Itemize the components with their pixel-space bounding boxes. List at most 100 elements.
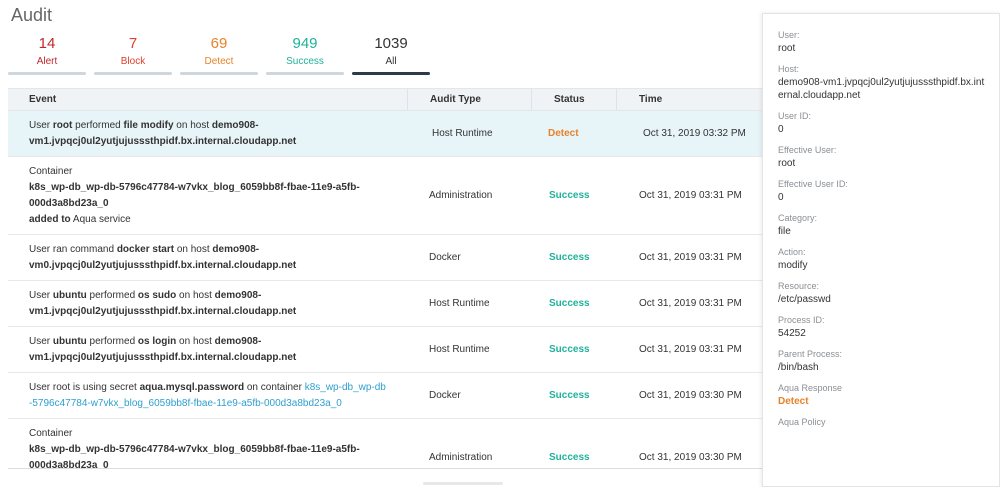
table-row[interactable]: Container k8s_wp-db_wp-db-5796c47784-w7vk… <box>8 419 762 468</box>
event-text: added to <box>29 214 71 225</box>
container-link[interactable]: k8s_wp-db_wp-db -5796c47784-w7vkx_blog_6… <box>29 382 386 409</box>
detail-value: root <box>778 158 796 169</box>
event-text: demo908-vm1.jvpqcj0ul2yutjujusssthpidf.b… <box>29 120 297 147</box>
time-cell: Oct 31, 2019 03:31 PM <box>639 298 742 309</box>
detail-label: Aqua Response <box>778 383 843 393</box>
event-text: performed <box>72 120 124 131</box>
detail-field: Resource: /etc/passwd <box>778 280 985 306</box>
time-cell: Oct 31, 2019 03:30 PM <box>639 390 742 401</box>
counter-underline <box>352 72 430 75</box>
counter-value: 1039 <box>374 35 408 52</box>
table-row[interactable]: User ubuntu performed os sudo on host de… <box>8 281 762 327</box>
event-cell: Container k8s_wp-db_wp-db-5796c47784-w7vk… <box>8 157 408 234</box>
counter-success[interactable]: 949 Success <box>266 35 344 75</box>
counter-label: Success <box>286 56 324 67</box>
table-row[interactable]: Container k8s_wp-db_wp-db-5796c47784-w7vk… <box>8 157 762 235</box>
detail-label: Action: <box>778 247 806 257</box>
event-text: User <box>29 120 53 131</box>
event-text: User ran command <box>29 244 117 255</box>
detail-label: Resource: <box>778 281 820 291</box>
detail-field: Process ID: 54252 <box>778 314 985 340</box>
detail-value: Detect <box>778 396 809 407</box>
status-cell: Success <box>549 452 590 463</box>
status-cell: Detect <box>548 128 579 139</box>
detail-field: User ID: 0 <box>778 110 985 136</box>
detail-value: root <box>778 43 796 54</box>
event-text: on host <box>173 120 212 131</box>
horizontal-scrollbar[interactable] <box>423 482 503 485</box>
event-text: demo908-vm1.jvpqcj0ul2yutjujusssthpidf.b… <box>29 336 297 363</box>
detail-value: 0 <box>778 124 784 135</box>
detail-value: /bin/bash <box>778 362 819 373</box>
status-cell: Success <box>549 190 590 201</box>
event-text: file modify <box>123 120 174 131</box>
counter-alert[interactable]: 14 Alert <box>8 35 86 75</box>
event-text: Container <box>29 166 73 177</box>
detail-label: Effective User: <box>778 145 837 155</box>
table-row[interactable]: User ubuntu performed os login on host d… <box>8 327 762 373</box>
event-text: docker start <box>116 244 175 255</box>
column-header-audit-type[interactable]: Audit Type <box>408 89 532 110</box>
counter-all[interactable]: 1039 All <box>352 35 430 75</box>
counter-label: Detect <box>204 56 234 67</box>
counter-block[interactable]: 7 Block <box>94 35 172 75</box>
audit-type-cell: Host Runtime <box>429 298 490 309</box>
detail-field: User: root <box>778 29 985 55</box>
table-body: User root performed file modify on host … <box>8 111 762 468</box>
table-row[interactable]: User ran command docker start on host de… <box>8 235 762 281</box>
status-cell: Success <box>549 298 590 309</box>
event-text: Container <box>29 428 73 439</box>
event-cell: User root is using secret aqua.mysql.pas… <box>8 373 408 418</box>
event-text: on host <box>176 336 215 347</box>
audit-table: Event Audit Type Status Time User root p… <box>8 88 762 469</box>
status-cell: Success <box>549 390 590 401</box>
counter-underline <box>266 72 344 75</box>
audit-type-cell: Docker <box>429 390 461 401</box>
counter-value: 14 <box>38 35 56 52</box>
status-cell: Success <box>549 252 590 263</box>
event-cell: User ubuntu performed os login on host d… <box>8 327 408 372</box>
time-cell: Oct 31, 2019 03:32 PM <box>643 128 746 139</box>
table-row[interactable]: User root performed file modify on host … <box>8 111 762 157</box>
detail-field: Category: file <box>778 212 985 238</box>
event-text: on host <box>174 244 213 255</box>
audit-type-cell: Administration <box>429 452 493 463</box>
counter-value: 69 <box>210 35 228 52</box>
detail-label: User ID: <box>778 111 812 121</box>
column-header-status[interactable]: Status <box>532 89 617 110</box>
time-cell: Oct 31, 2019 03:31 PM <box>639 190 742 201</box>
event-text: ubuntu <box>52 290 87 301</box>
event-text: aqua.mysql.password <box>139 382 245 393</box>
event-details-panel: User: root Host: demo908-vm1.jvpqcj0ul2yutj… <box>762 13 1000 487</box>
detail-value: 54252 <box>778 328 806 339</box>
detail-value: /etc/passwd <box>778 294 831 305</box>
event-text: ubuntu <box>52 336 87 347</box>
detail-field: Parent Process: /bin/bash <box>778 348 985 374</box>
detail-label: Process ID: <box>778 315 825 325</box>
counter-value: 7 <box>128 35 138 52</box>
column-header-time[interactable]: Time <box>639 94 663 105</box>
detail-field: Host: demo908-vm1.jvpqcj0ul2yutjujusssthp… <box>778 63 985 102</box>
column-header-event[interactable]: Event <box>8 89 408 110</box>
audit-type-cell: Docker <box>429 252 461 263</box>
status-cell: Success <box>549 344 590 355</box>
counter-detect[interactable]: 69 Detect <box>180 35 258 75</box>
event-text: os login <box>137 336 177 347</box>
event-text: demo908-vm1.jvpqcj0ul2yutjujusssthpidf.b… <box>29 290 297 317</box>
event-text: root <box>52 120 73 131</box>
counter-underline <box>180 72 258 75</box>
table-row[interactable]: User root is using secret aqua.mysql.pas… <box>8 373 762 419</box>
counter-value: 949 <box>292 35 318 52</box>
event-text: Aqua service <box>70 214 131 225</box>
detail-label: Parent Process: <box>778 349 843 359</box>
event-text: performed <box>86 290 138 301</box>
event-cell: Container k8s_wp-db_wp-db-5796c47784-w7vk… <box>8 419 408 468</box>
detail-value: modify <box>778 260 808 271</box>
event-text: User <box>29 336 53 347</box>
detail-label: Effective User ID: <box>778 179 848 189</box>
event-text: User root is using secret <box>29 382 140 393</box>
time-cell: Oct 31, 2019 03:31 PM <box>639 252 742 263</box>
counter-label: Alert <box>36 56 58 67</box>
detail-field: Aqua Policy <box>778 416 985 428</box>
detail-field: Effective User ID: 0 <box>778 178 985 204</box>
